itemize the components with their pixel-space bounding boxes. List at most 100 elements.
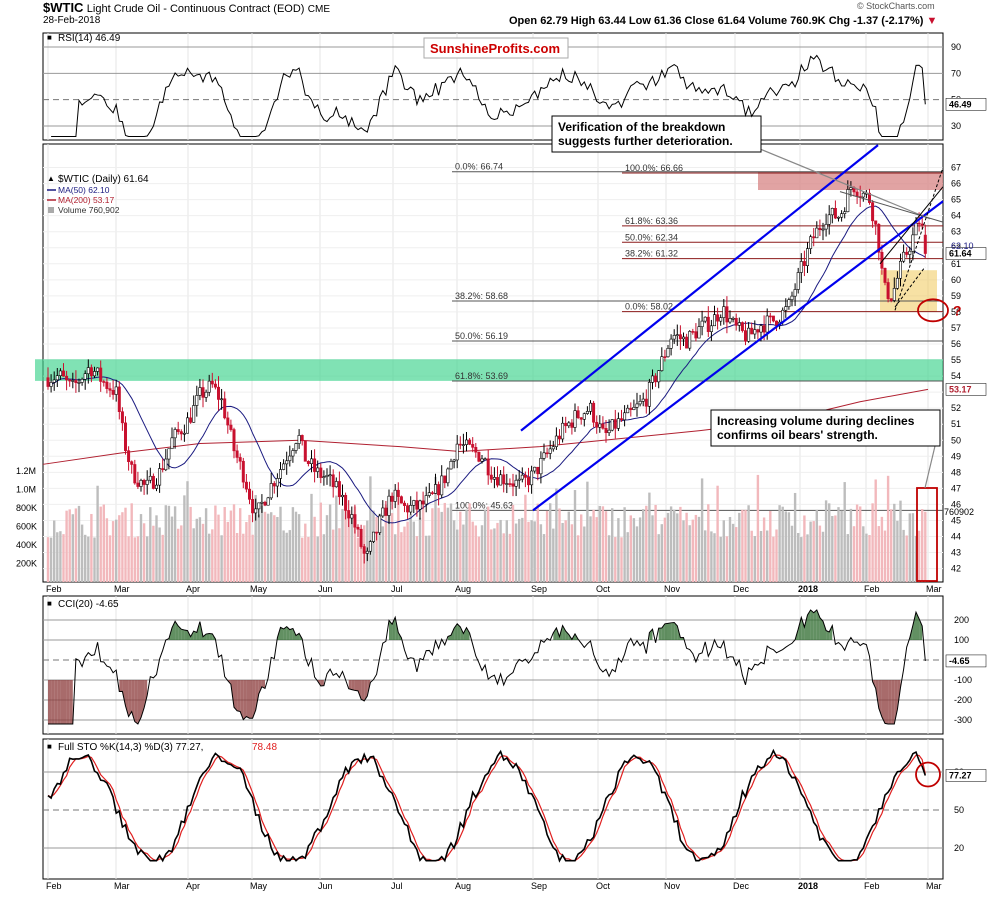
candle-body [588, 402, 592, 412]
candle-body [288, 455, 292, 462]
channel-lower [532, 200, 944, 512]
volume-bar [530, 520, 533, 582]
candle-body [300, 435, 304, 442]
candle-body [365, 550, 369, 554]
volume-bar [201, 523, 205, 582]
volume-bar [772, 536, 775, 582]
volume-bar [917, 530, 921, 582]
volume-bar [356, 537, 360, 582]
volume-bar [59, 531, 62, 582]
volume-bar [332, 529, 335, 582]
volume-bar [403, 526, 406, 582]
cci-oversold-fill [119, 680, 123, 692]
rsi-tick-label: 90 [951, 42, 961, 52]
cci-oversold-fill [885, 680, 889, 724]
volume-bar [381, 526, 384, 582]
price-tick-label: 45 [951, 515, 961, 525]
candle-body [796, 272, 800, 290]
cci-oversold-fill [358, 680, 362, 700]
title-line: $WTIC Light Crude Oil - Continuous Contr… [43, 0, 330, 15]
volume-bar [270, 512, 273, 582]
cci-overbought-fill [289, 628, 293, 640]
x-tick-label: Feb [864, 584, 880, 594]
volume-bar [914, 535, 918, 582]
volume-bar [102, 504, 105, 582]
candle-body [790, 295, 794, 300]
volume-bar [186, 481, 189, 582]
volume-bar [124, 507, 127, 582]
cci-oversold-fill [249, 680, 253, 719]
price-tick-label: 67 [951, 163, 961, 173]
candle-body [551, 446, 555, 450]
candle-body [886, 282, 890, 299]
candle-body [108, 388, 112, 391]
volume-bar [282, 530, 285, 582]
volume-bar [173, 506, 177, 582]
volume-bar [177, 528, 180, 582]
volume-bar [598, 505, 601, 582]
candle-body [198, 387, 202, 396]
volume-bar [567, 511, 570, 582]
candle-body [846, 189, 850, 213]
volume-bar [84, 534, 87, 582]
price-tick-label: 66 [951, 179, 961, 189]
volume-bar [490, 529, 493, 582]
question-mark: ? [953, 302, 962, 318]
candle-body [430, 492, 434, 494]
volume-bar [505, 520, 508, 582]
candle-body [725, 306, 729, 323]
candle-body [52, 379, 56, 383]
volume-bar [855, 504, 859, 582]
volume-bar [620, 537, 623, 582]
candle-body [130, 461, 134, 465]
candle-body [201, 387, 205, 398]
candle-body [409, 505, 413, 513]
sto-label: Full STO %K(14,3) %D(3) 77.27, [58, 742, 203, 753]
fib-label: 50.0%: 62.34 [625, 232, 678, 242]
candle-body [65, 375, 69, 381]
volume-bar [694, 514, 698, 582]
volume-bar [781, 506, 784, 582]
volume-bar [390, 513, 394, 582]
candle-body [805, 248, 809, 266]
candle-body [626, 407, 630, 414]
volume-bar [570, 524, 574, 582]
volume-bar [871, 503, 874, 582]
volume-bar [350, 514, 353, 582]
candle-body [213, 383, 217, 388]
sto-value-tag-bg [945, 769, 987, 782]
volume-bar [617, 518, 620, 582]
volume-bar [685, 512, 688, 582]
cci-oversold-fill [246, 680, 250, 719]
sto-value-tag: 77.27 [949, 770, 972, 780]
x-tick-label: May [250, 881, 268, 891]
candle-body [238, 457, 242, 462]
volume-bar [409, 514, 412, 582]
volume-bar [911, 513, 915, 582]
candle-body [316, 467, 320, 472]
volume-bar [301, 537, 304, 582]
cci-oversold-fill [48, 680, 52, 724]
volume-legend: Volume 760,902 [58, 205, 120, 215]
rsi-tick-label: 70 [951, 68, 961, 78]
volume-bar [118, 515, 121, 582]
volume-bar [849, 508, 853, 582]
x-tick-label: Jul [391, 881, 403, 891]
candle-body [892, 288, 896, 301]
candle-body [390, 495, 394, 502]
sto-d-value: 78.48 [252, 742, 277, 753]
candle-body [530, 470, 534, 486]
candle-body [784, 306, 788, 311]
volume-bar [347, 515, 350, 582]
chart-date: 28-Feb-2018 [43, 15, 101, 26]
volume-bar [787, 512, 791, 582]
volume-bar [815, 509, 818, 582]
candle-body [694, 331, 698, 339]
x-tick-label: 2018 [798, 584, 818, 594]
candle-body [554, 435, 558, 447]
rsi-tick-label: 30 [951, 121, 961, 131]
candle-body [750, 327, 754, 335]
cci-overbought-fill [466, 627, 470, 640]
volume-bar [384, 504, 388, 582]
volume-bar [508, 533, 512, 582]
